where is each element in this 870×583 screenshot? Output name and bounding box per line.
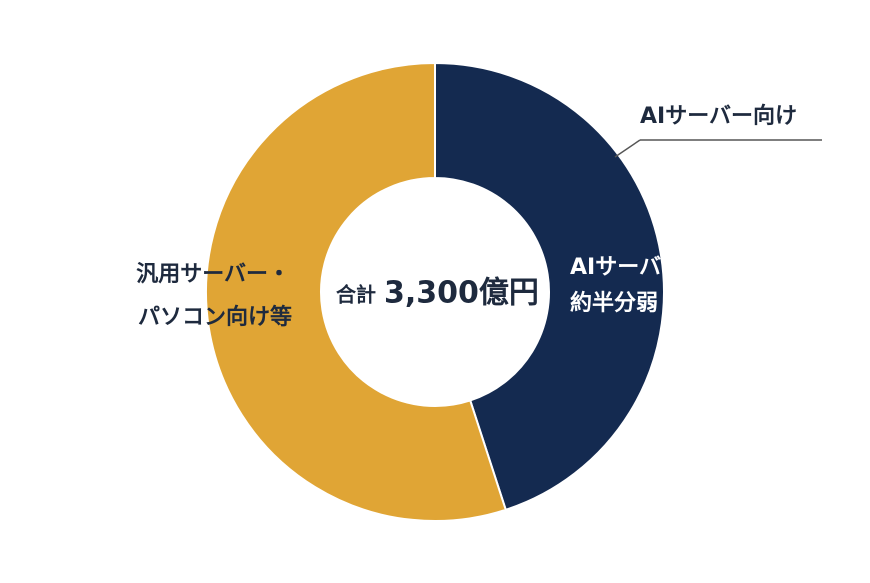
callout-leader (614, 139, 641, 158)
center-total: 3,300億円 (384, 276, 539, 311)
slice-label: 約半分弱 (570, 290, 658, 316)
donut-slice (434, 61, 665, 512)
slice-label: AIサーバー向け (570, 254, 727, 280)
callout-label: AIサーバー向け (640, 103, 797, 129)
donut (205, 61, 665, 522)
center-title: 合計 (336, 283, 376, 307)
donut-slice (205, 61, 508, 522)
slice-label: 汎用サーバー・ (136, 262, 290, 287)
slice-label: パソコン向け等 (138, 304, 292, 330)
